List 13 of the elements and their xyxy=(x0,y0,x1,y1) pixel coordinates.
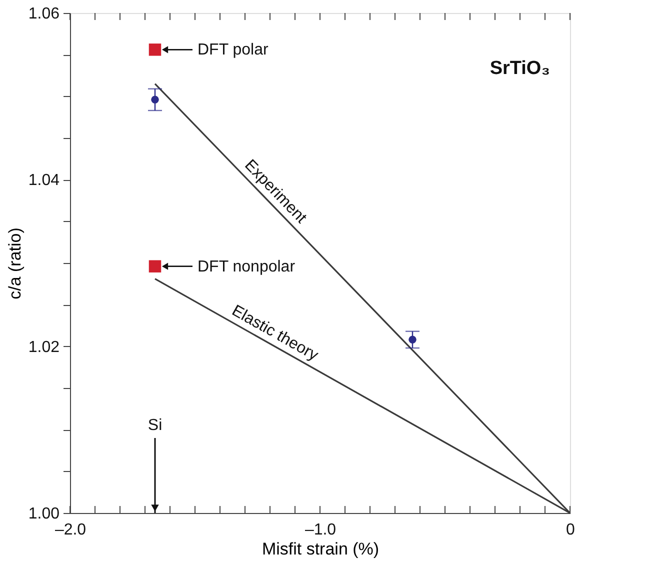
y-axis-title: c/a (ratio) xyxy=(5,228,24,300)
y-tick-label: 1.04 xyxy=(28,172,60,190)
x-axis-title: Misfit strain (%) xyxy=(262,540,380,558)
text: DFT polar xyxy=(198,42,270,59)
x-tick-label: –2.0 xyxy=(54,522,86,538)
annotation: Si xyxy=(148,417,162,434)
y-tick-label: 1.02 xyxy=(28,338,60,356)
y-tick-label: 1.06 xyxy=(28,6,60,22)
x-tick-label: 0 xyxy=(566,522,576,538)
annotation: SrTiO₃ xyxy=(490,58,550,79)
x-tick-label: –1.0 xyxy=(304,522,336,538)
text: DFT nonpolar xyxy=(198,258,296,276)
y-tick-label: 1.00 xyxy=(28,506,60,522)
